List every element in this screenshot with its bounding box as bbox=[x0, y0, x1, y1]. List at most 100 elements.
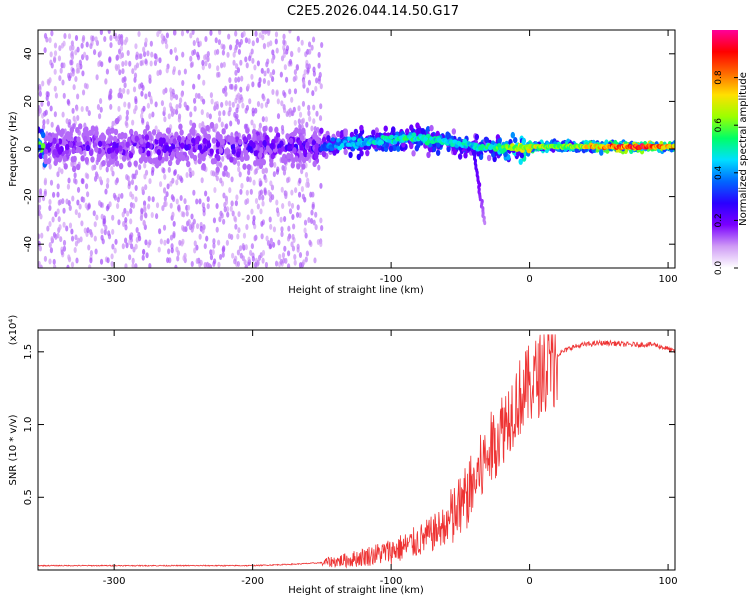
spectrogram-noise-point bbox=[183, 68, 187, 75]
spectrogram-noise-point bbox=[148, 74, 152, 81]
spectrogram-cell bbox=[121, 155, 127, 162]
spectrogram-cell bbox=[146, 150, 151, 157]
spectrogram-noise-point bbox=[267, 80, 271, 87]
spectrogram-noise-point bbox=[240, 182, 244, 189]
spectrogram-noise-point bbox=[248, 55, 252, 62]
spectrogram-cell bbox=[227, 136, 233, 143]
spectrogram-noise-point bbox=[281, 202, 285, 209]
spectrogram-cell bbox=[144, 134, 150, 141]
spectrogram-cell bbox=[226, 148, 231, 155]
spectrogram-noise-point bbox=[300, 168, 304, 175]
spectrogram-noise-point bbox=[109, 88, 113, 95]
spectrogram-cell bbox=[90, 125, 96, 132]
spectrogram-noise-point bbox=[293, 119, 297, 126]
spectrogram-cell bbox=[110, 152, 115, 159]
spectrogram-noise-point bbox=[237, 211, 241, 218]
spectrogram-noise-point bbox=[239, 86, 243, 93]
spectrogram-noise-point bbox=[118, 69, 122, 76]
spectrogram-cell bbox=[237, 138, 243, 146]
spectrogram-noise-point bbox=[286, 177, 290, 184]
spectrogram-noise-point bbox=[173, 46, 177, 53]
spectrogram-noise-point bbox=[121, 77, 125, 84]
spectrogram-noise-point bbox=[269, 72, 273, 79]
spectrogram-noise-point bbox=[290, 96, 294, 103]
spectrogram-noise-point bbox=[221, 170, 226, 177]
spectrogram-noise-point bbox=[86, 227, 90, 234]
spectrogram-cell bbox=[457, 153, 463, 160]
spectrogram-noise-point bbox=[46, 100, 51, 107]
spectrogram-noise-point bbox=[141, 254, 145, 261]
spectrogram-noise-point bbox=[228, 44, 233, 51]
spectrogram-noise-point bbox=[312, 66, 316, 73]
spectrogram-cell bbox=[123, 132, 128, 140]
spectrogram-noise-point bbox=[155, 202, 160, 209]
spectrogram-cell bbox=[192, 154, 198, 162]
spectrogram-noise-point bbox=[41, 80, 45, 87]
spectrogram-noise-point bbox=[188, 224, 193, 231]
colorbar-tick-label: 0.4 bbox=[714, 165, 724, 180]
spectrogram-noise-point bbox=[80, 220, 84, 227]
spectrogram-noise-point bbox=[166, 257, 170, 264]
spectrogram-cell bbox=[252, 133, 257, 140]
spectrogram-cell bbox=[246, 163, 252, 171]
spectrogram-noise-point bbox=[124, 120, 128, 127]
snr-scale-label: (x10⁴) bbox=[8, 315, 19, 346]
y-tick-label: 40 bbox=[23, 47, 34, 60]
spectrogram-noise-point bbox=[119, 37, 124, 44]
spectrogram-noise-point bbox=[148, 178, 152, 185]
spectrogram-noise-point bbox=[306, 87, 310, 94]
spectrogram-noise-point bbox=[301, 193, 305, 200]
spectrogram-noise-point bbox=[308, 48, 312, 55]
spectrogram-cell bbox=[78, 123, 83, 130]
spectrogram-noise-point bbox=[160, 100, 165, 107]
spectrogram-noise-point bbox=[190, 260, 194, 267]
spectrogram-noise-point bbox=[125, 173, 129, 180]
spectrogram-noise-point bbox=[283, 92, 287, 99]
spectrogram-cell bbox=[599, 149, 604, 156]
spectrogram-noise-point bbox=[170, 243, 174, 250]
spectrogram-noise-point bbox=[192, 218, 196, 225]
spectrogram-cell bbox=[45, 143, 51, 150]
spectrogram-cell bbox=[445, 131, 450, 138]
spectrogram-noise-point bbox=[124, 216, 128, 223]
spectrogram-noise-point bbox=[48, 163, 52, 170]
spectrogram-cell bbox=[170, 151, 176, 158]
spectrogram-cell bbox=[486, 154, 492, 162]
spectrogram-noise-point bbox=[142, 46, 146, 53]
spectrogram-noise-point bbox=[247, 38, 251, 45]
spectrogram-noise-point bbox=[114, 179, 118, 186]
spectrogram-noise-point bbox=[222, 245, 226, 252]
spectrogram-cell bbox=[172, 138, 177, 145]
spectrogram-cell bbox=[426, 151, 431, 159]
spectrogram-noise-point bbox=[228, 77, 232, 84]
spectrogram-noise-point bbox=[175, 198, 179, 205]
spectrogram-noise-point bbox=[38, 90, 42, 97]
spectrogram-cell bbox=[269, 161, 274, 168]
spectrogram-noise-point bbox=[109, 103, 113, 110]
spectrogram-noise-point bbox=[111, 228, 115, 235]
spectrogram-noise-point bbox=[267, 189, 271, 196]
spectrogram-noise-point bbox=[49, 51, 53, 58]
spectrogram-noise-point bbox=[307, 110, 311, 117]
spectrogram-ridge-cell bbox=[330, 137, 336, 142]
spectrogram-noise-point bbox=[234, 200, 238, 207]
spectrogram-noise-point bbox=[282, 107, 287, 114]
spectrogram-noise-point bbox=[163, 173, 167, 180]
spectrogram-noise-point bbox=[162, 187, 167, 194]
spectrogram-noise-point bbox=[158, 57, 162, 64]
spectrogram-noise-point bbox=[300, 185, 305, 192]
spectrogram-noise-point bbox=[62, 245, 67, 252]
spectrogram-noise-point bbox=[260, 102, 264, 109]
spectrogram-noise-point bbox=[238, 171, 242, 178]
spectrogram-noise-point bbox=[180, 30, 185, 37]
spectrogram-noise-point bbox=[134, 43, 138, 50]
spectrogram-noise-point bbox=[241, 102, 245, 109]
spectrogram-cell bbox=[297, 139, 303, 146]
spectrogram-noise-point bbox=[217, 116, 222, 123]
spectrogram-cell bbox=[139, 138, 144, 145]
spectrogram-noise-point bbox=[261, 249, 266, 256]
spectrogram-noise-point bbox=[53, 85, 57, 92]
spectrogram-noise-point bbox=[268, 243, 273, 250]
spectrogram-noise-point bbox=[98, 50, 103, 57]
spectrogram-cell bbox=[236, 151, 241, 158]
